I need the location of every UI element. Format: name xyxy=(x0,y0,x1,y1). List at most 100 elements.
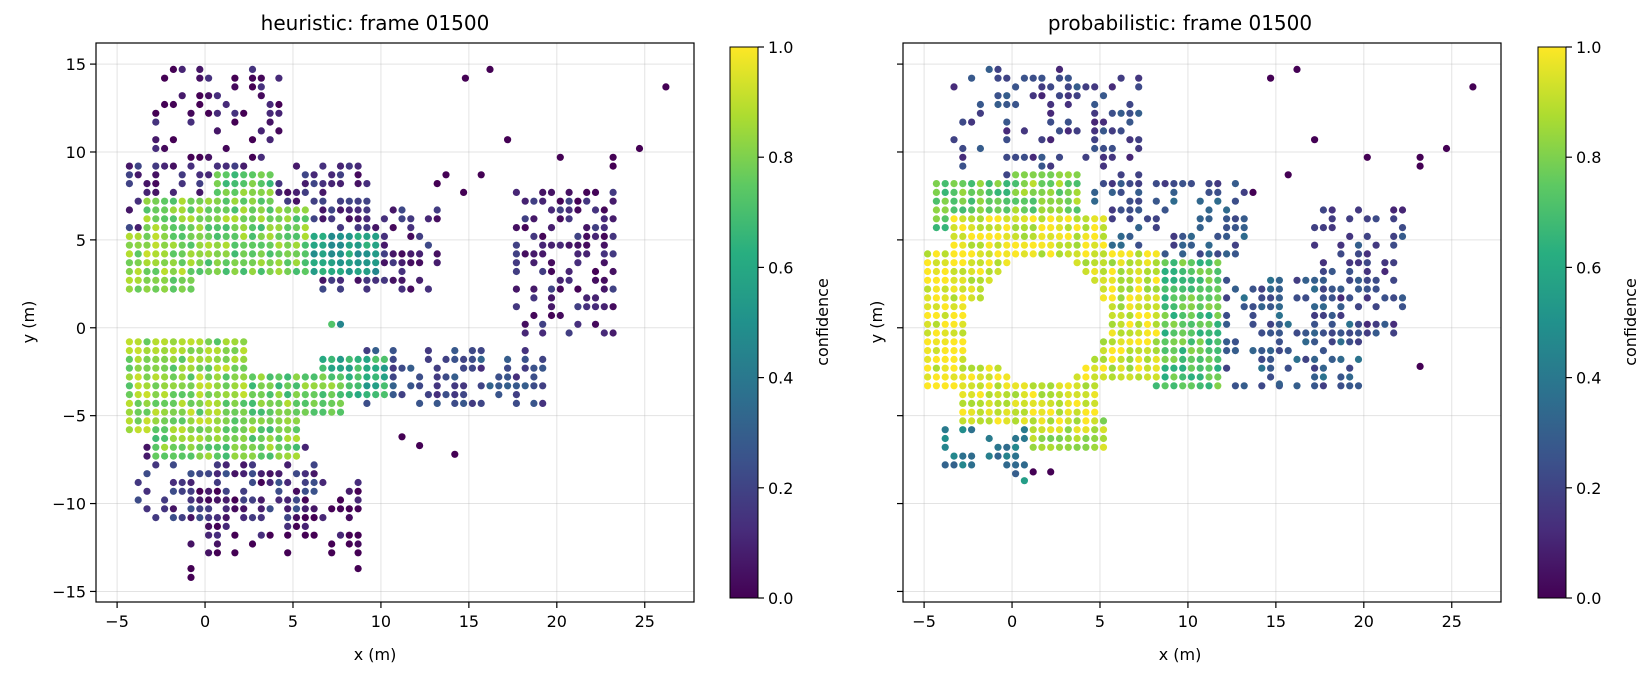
colorbar-tick-label: 1.0 xyxy=(768,38,793,57)
scatter-point xyxy=(1047,391,1055,399)
scatter-point xyxy=(222,180,230,188)
scatter-point xyxy=(1082,241,1090,249)
scatter-point xyxy=(1082,153,1090,161)
scatter-point xyxy=(152,250,160,258)
scatter-point xyxy=(1117,109,1125,117)
scatter-point xyxy=(196,373,204,381)
scatter-point xyxy=(985,373,993,381)
scatter-point xyxy=(932,303,941,311)
scatter-point xyxy=(1038,241,1046,249)
scatter-point xyxy=(134,347,142,355)
colorbar-tick-label: 0.0 xyxy=(768,589,793,608)
scatter-point xyxy=(1152,303,1160,311)
scatter-point xyxy=(1205,250,1213,258)
scatter-point xyxy=(169,347,177,355)
scatter-point xyxy=(1170,338,1178,346)
scatter-point xyxy=(196,364,204,372)
scatter-point xyxy=(1363,320,1371,328)
scatter-point xyxy=(1328,320,1336,328)
scatter-point xyxy=(1091,364,1099,372)
scatter-point xyxy=(468,347,476,355)
scatter-point xyxy=(354,276,362,284)
scatter-point xyxy=(152,232,160,240)
scatter-point xyxy=(284,514,292,522)
scatter-point xyxy=(248,267,257,276)
scatter-point xyxy=(1328,215,1336,223)
scatter-point xyxy=(389,347,397,355)
scatter-point xyxy=(205,505,213,513)
scatter-point xyxy=(994,250,1002,258)
scatter-point xyxy=(196,470,204,478)
scatter-point xyxy=(521,250,529,258)
scatter-point xyxy=(968,118,976,126)
scatter-point xyxy=(1055,65,1064,73)
scatter-point xyxy=(328,373,336,381)
scatter-point xyxy=(1055,408,1064,416)
scatter-point xyxy=(205,355,213,363)
scatter-point xyxy=(976,259,985,267)
scatter-point xyxy=(284,215,292,223)
scatter-point xyxy=(556,215,564,223)
scatter-point xyxy=(292,267,301,276)
scatter-point xyxy=(380,382,388,390)
scatter-point xyxy=(941,285,949,293)
scatter-point xyxy=(976,197,985,205)
scatter-point xyxy=(178,65,186,73)
scatter-point xyxy=(143,355,151,363)
scatter-point xyxy=(354,197,362,205)
scatter-point xyxy=(1354,382,1363,390)
scatter-point xyxy=(941,461,949,469)
scatter-point xyxy=(389,224,397,232)
x-tick-label: 5 xyxy=(1095,612,1105,631)
scatter-point xyxy=(231,83,239,91)
scatter-point xyxy=(1135,250,1143,258)
scatter-point xyxy=(950,303,958,311)
scatter-point xyxy=(143,391,151,399)
scatter-point xyxy=(1152,197,1160,205)
scatter-point xyxy=(1073,443,1081,451)
scatter-point xyxy=(231,364,239,372)
scatter-point xyxy=(222,505,230,513)
scatter-point xyxy=(1398,232,1407,240)
scatter-point xyxy=(1161,285,1169,293)
scatter-point xyxy=(1135,303,1143,311)
scatter-point xyxy=(994,206,1002,214)
scatter-point xyxy=(1020,224,1028,232)
scatter-point xyxy=(1372,329,1380,337)
scatter-point xyxy=(169,162,177,170)
scatter-point xyxy=(950,329,958,337)
scatter-point xyxy=(1108,127,1116,135)
scatter-point xyxy=(1231,241,1239,249)
scatter-point xyxy=(591,188,600,196)
scatter-point xyxy=(125,276,133,284)
scatter-point xyxy=(1179,355,1187,363)
scatter-point xyxy=(547,285,556,293)
scatter-point xyxy=(985,215,993,223)
scatter-point xyxy=(1012,215,1020,223)
scatter-point xyxy=(994,408,1002,416)
scatter-point xyxy=(1117,180,1125,188)
scatter-point xyxy=(1135,355,1143,363)
scatter-point xyxy=(1214,303,1222,311)
scatter-point xyxy=(152,514,160,522)
scatter-point xyxy=(1143,259,1152,267)
scatter-point xyxy=(924,303,932,311)
scatter-point xyxy=(1055,153,1064,161)
scatter-point xyxy=(1117,74,1125,82)
scatter-point xyxy=(248,540,257,548)
scatter-point xyxy=(1143,215,1152,223)
scatter-point xyxy=(152,285,160,293)
scatter-point xyxy=(1354,320,1363,328)
scatter-point xyxy=(301,522,309,531)
scatter-point xyxy=(328,232,336,240)
scatter-point xyxy=(1064,127,1072,135)
scatter-point xyxy=(1143,338,1152,346)
scatter-point xyxy=(407,224,415,232)
scatter-point xyxy=(1161,311,1169,320)
scatter-point xyxy=(248,382,257,390)
scatter-point xyxy=(1047,188,1055,196)
scatter-point xyxy=(1319,206,1327,214)
scatter-point xyxy=(205,549,213,557)
scatter-point xyxy=(292,434,301,443)
scatter-point xyxy=(134,224,142,232)
